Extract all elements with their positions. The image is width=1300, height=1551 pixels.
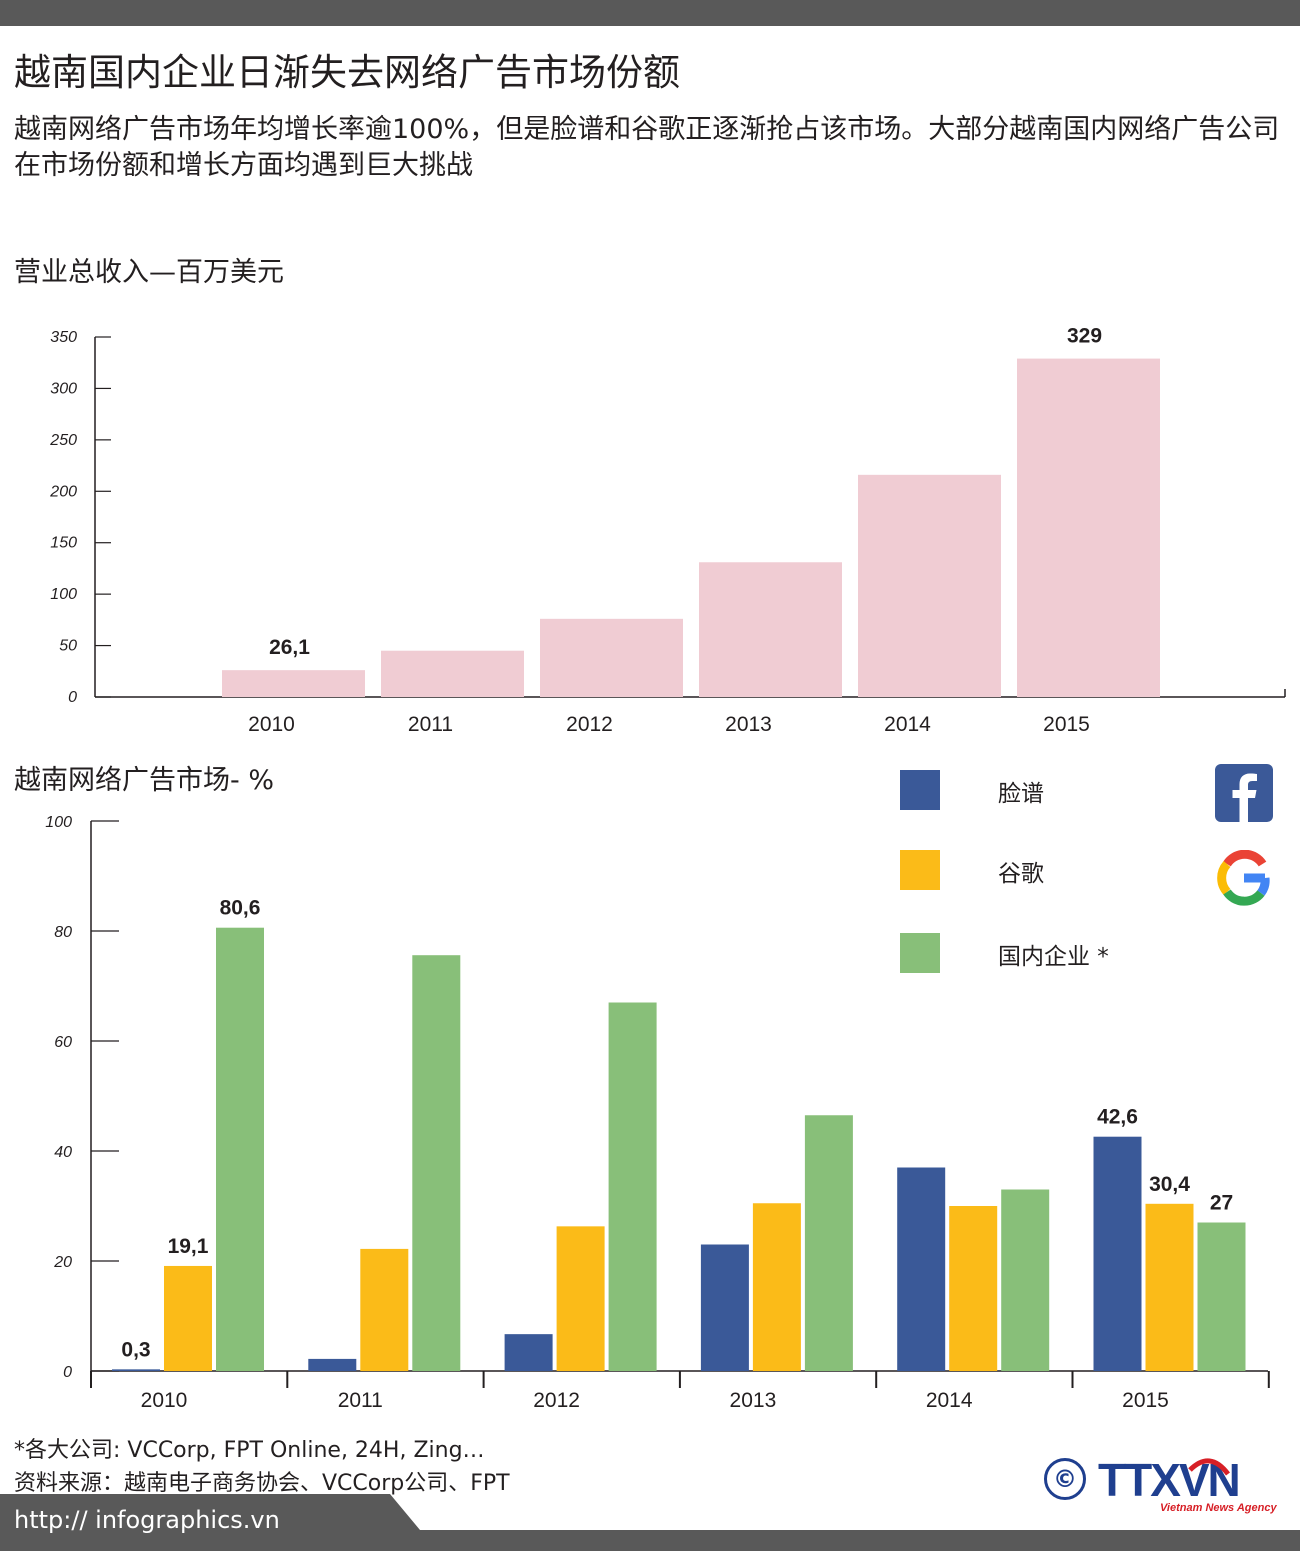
- legend-swatch-domestic: [900, 933, 940, 973]
- share-bar: [164, 1265, 212, 1371]
- share-bar: [112, 1369, 160, 1371]
- revenue-bar: [381, 650, 524, 697]
- share-bar: [1145, 1203, 1194, 1371]
- x-tick-label: 2010: [141, 1389, 188, 1412]
- legend-swatch-facebook: [900, 770, 940, 810]
- data-label: 329: [1067, 325, 1102, 348]
- share-bar: [804, 1115, 853, 1371]
- revenue-bar: [222, 670, 365, 697]
- page-subtitle: 越南网络广告市场年均增长率逾100%，但是脸谱和谷歌正逐渐抢占该市场。大部分越南…: [14, 114, 1280, 181]
- ttxvn-logo: TTXVN Vietnam News Agency: [1098, 1454, 1278, 1518]
- data-label: 26,1: [269, 636, 310, 659]
- revenue-bar: [540, 618, 683, 697]
- x-tick-label: 2013: [730, 1389, 777, 1412]
- top-bar: [0, 0, 1300, 26]
- y-tick-label: 50: [59, 638, 77, 655]
- footer-bar: [0, 1494, 1300, 1551]
- share-bar: [897, 1167, 946, 1371]
- facebook-logo-icon: [1215, 764, 1273, 822]
- data-label: 80,6: [220, 897, 261, 920]
- share-bar: [1197, 1222, 1246, 1371]
- share-bar: [752, 1203, 801, 1371]
- y-tick-label: 200: [49, 483, 77, 500]
- revenue-chart-title: 营业总收入—百万美元: [14, 257, 284, 288]
- data-label: 30,4: [1149, 1173, 1190, 1196]
- revenue-bar: [699, 562, 842, 697]
- share-bar: [608, 1002, 657, 1371]
- y-tick-label: 40: [54, 1144, 72, 1161]
- legend-item-domestic: 国内企业 *: [900, 933, 1200, 975]
- y-tick-label: 0: [68, 689, 77, 706]
- x-tick-label: 2011: [338, 1389, 383, 1412]
- share-bar: [360, 1248, 409, 1371]
- revenue-bar-chart: 0 50 100 150 200 250 300 350 2010 26,1 2011 2012 201…: [49, 325, 1286, 736]
- ttxvn-logo-subtitle: Vietnam News Agency: [1160, 1502, 1277, 1514]
- legend-label-google: 谷歌: [998, 861, 1044, 887]
- share-bar: [1093, 1136, 1142, 1371]
- x-tick-label: 2014: [884, 713, 931, 736]
- legend-item-google: 谷歌: [900, 850, 1200, 892]
- y-tick-label: 350: [50, 329, 77, 346]
- footnote: *各大公司: VCCorp, FPT Online, 24H, Zing…: [14, 1438, 485, 1463]
- y-tick-label: 80: [54, 924, 72, 941]
- x-tick-label: 2015: [1043, 713, 1090, 736]
- x-tick-label: 2013: [725, 713, 772, 736]
- share-bar: [308, 1358, 357, 1371]
- footer-url-link[interactable]: http:// infographics.vn: [14, 1506, 280, 1534]
- share-bar: [556, 1226, 605, 1371]
- share-bar: [949, 1206, 998, 1371]
- share-bar: [504, 1334, 553, 1371]
- x-tick-label: 2011: [408, 713, 453, 736]
- legend-label-facebook: 脸谱: [998, 781, 1044, 807]
- market-share-bar-chart: 0 20 40 60 80 100 0,3 19,1 80,6 2010 2011 2012 2013 2…: [45, 814, 1270, 1412]
- copyright-icon: ©: [1044, 1458, 1086, 1500]
- legend-swatch-google: [900, 850, 940, 890]
- data-label: 27: [1210, 1192, 1233, 1215]
- data-label: 19,1: [168, 1235, 209, 1258]
- x-tick-label: 2015: [1122, 1389, 1169, 1412]
- y-tick-label: 100: [45, 814, 72, 831]
- y-tick-label: 20: [53, 1254, 72, 1271]
- legend-item-facebook: 脸谱: [900, 770, 1200, 812]
- y-tick-label: 300: [50, 380, 77, 397]
- legend-label-domestic: 国内企业 *: [998, 944, 1109, 970]
- x-tick-label: 2010: [248, 713, 295, 736]
- y-tick-label: 100: [50, 586, 77, 603]
- page-title: 越南国内企业日渐失去网络广告市场份额: [14, 51, 680, 94]
- source-note: 资料来源：越南电子商务协会、VCCorp公司、FPT: [14, 1471, 510, 1496]
- y-tick-label: 150: [50, 535, 77, 552]
- y-tick-label: 0: [63, 1364, 72, 1381]
- y-tick-label: 250: [49, 432, 77, 449]
- share-bar: [216, 927, 264, 1371]
- share-chart-title: 越南网络广告市场- %: [14, 765, 274, 796]
- share-bar: [700, 1244, 749, 1371]
- data-label: 42,6: [1097, 1106, 1138, 1129]
- data-label: 0,3: [121, 1338, 150, 1361]
- google-logo-icon: [1216, 849, 1272, 906]
- share-bar: [1001, 1189, 1050, 1371]
- revenue-bar: [858, 474, 1001, 697]
- x-tick-label: 2012: [533, 1389, 580, 1412]
- x-tick-label: 2012: [566, 713, 613, 736]
- y-tick-label: 60: [54, 1034, 72, 1051]
- x-tick-label: 2014: [926, 1389, 973, 1412]
- revenue-bar: [1017, 358, 1160, 697]
- share-bar: [412, 955, 461, 1371]
